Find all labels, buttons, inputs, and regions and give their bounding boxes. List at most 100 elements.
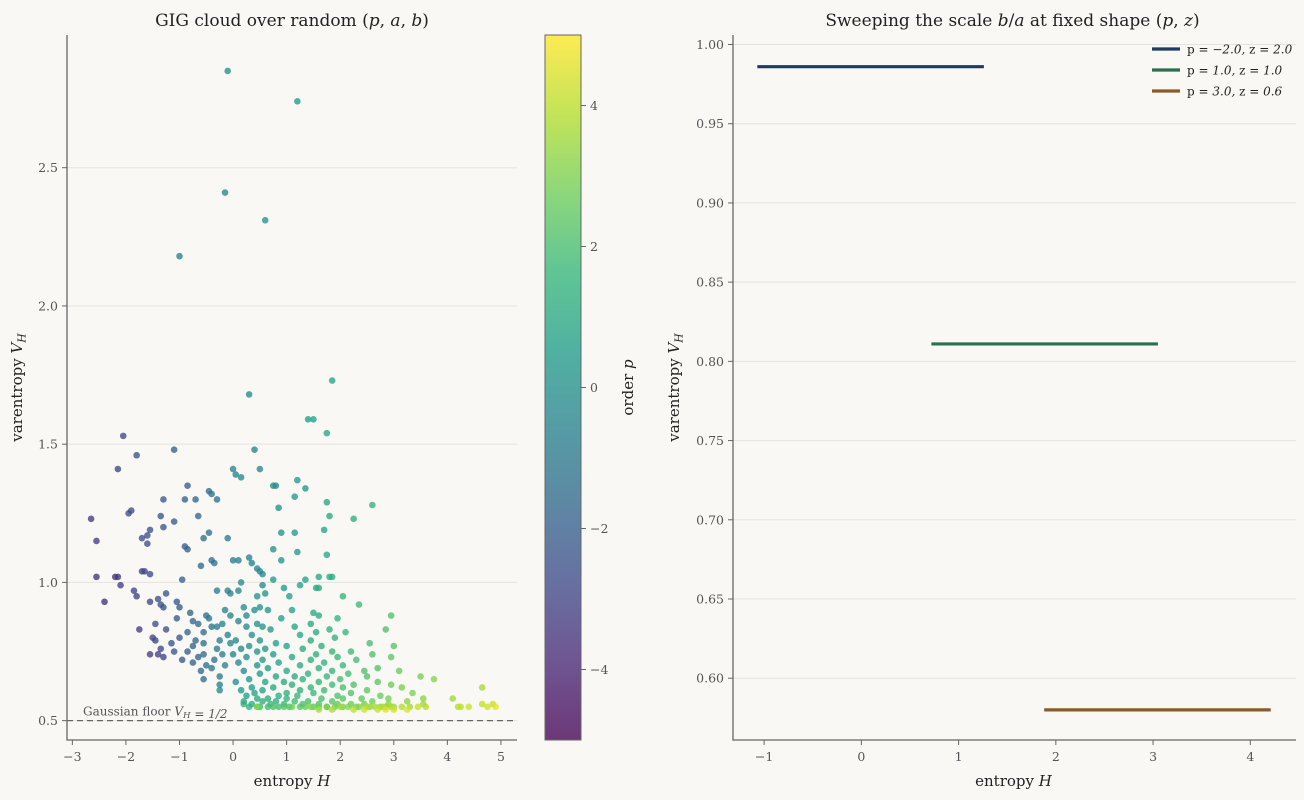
sweep-panel: −1 0 1 2 3 4 0.60 0.65 0.70 0.75 0.80 0.85 0.90 0.95… bbox=[665, 11, 1296, 790]
colorbar-gradient bbox=[544, 34, 582, 741]
scatter-point bbox=[272, 673, 280, 680]
scatter-point bbox=[184, 482, 191, 489]
scatter-point bbox=[369, 697, 376, 705]
scatter-point bbox=[162, 590, 170, 597]
scatter-point bbox=[328, 648, 336, 655]
scatter-point bbox=[374, 664, 382, 672]
scatter-point bbox=[253, 592, 261, 600]
scatter-point bbox=[141, 568, 148, 575]
scatter-x-tick-label: 5 bbox=[497, 749, 505, 764]
scatter-point bbox=[267, 626, 274, 633]
scatter-point bbox=[302, 703, 309, 711]
scatter-point bbox=[277, 529, 285, 536]
colorbar-ticks: −4 −2 0 2 4 bbox=[581, 98, 608, 677]
scatter-point bbox=[211, 656, 218, 664]
scatter-point bbox=[259, 686, 266, 694]
scatter-x-tick-label: −3 bbox=[63, 749, 81, 764]
scatter-point bbox=[243, 623, 250, 630]
scatter-point bbox=[312, 628, 320, 636]
scatter-point bbox=[350, 681, 357, 689]
scatter-point bbox=[245, 391, 253, 398]
colorbar-tick-label: 2 bbox=[590, 239, 598, 254]
scatter-point bbox=[296, 662, 304, 669]
scatter-point bbox=[277, 615, 285, 622]
sweep-x-tick-label: 2 bbox=[1052, 749, 1060, 764]
scatter-point bbox=[269, 650, 277, 658]
scatter-point bbox=[248, 559, 256, 567]
scatter-point bbox=[168, 639, 175, 647]
scatter-point bbox=[286, 592, 293, 600]
scatter-point bbox=[320, 686, 328, 694]
scatter-point bbox=[323, 673, 331, 680]
scatter-point bbox=[200, 650, 207, 658]
scatter-point bbox=[291, 529, 298, 536]
scatter-point bbox=[334, 692, 341, 700]
scatter-x-tick-label: −1 bbox=[170, 749, 188, 764]
scatter-point bbox=[315, 678, 323, 686]
scatter-point bbox=[232, 678, 240, 686]
scatter-point bbox=[328, 697, 336, 705]
scatter-point bbox=[197, 667, 205, 675]
scatter-point bbox=[358, 695, 365, 702]
scatter-point bbox=[283, 695, 290, 702]
scatter-point bbox=[328, 681, 336, 689]
scatter-point bbox=[492, 703, 499, 711]
scatter-point bbox=[355, 601, 363, 608]
sweep-title: Sweeping the scale b/a at fixed shape (p… bbox=[825, 11, 1199, 31]
scatter-point bbox=[256, 637, 264, 644]
sweep-y-tick-label: 0.70 bbox=[696, 512, 724, 527]
scatter-point bbox=[377, 692, 384, 700]
sweep-y-tick-label: 0.60 bbox=[696, 671, 724, 686]
scatter-point bbox=[478, 700, 486, 708]
scatter-point bbox=[200, 675, 207, 683]
scatter-point bbox=[162, 626, 170, 633]
scatter-point bbox=[259, 656, 266, 664]
scatter-point bbox=[216, 681, 223, 689]
scatter-point bbox=[146, 650, 154, 658]
scatter-point bbox=[261, 678, 269, 686]
scatter-point bbox=[449, 695, 457, 702]
scatter-point bbox=[251, 689, 258, 697]
scatter-point bbox=[200, 639, 207, 647]
scatter-point bbox=[299, 675, 307, 683]
scatter-point bbox=[339, 662, 347, 669]
legend-entry: p = −2.0, z = 2.0 bbox=[1187, 43, 1293, 57]
scatter-point bbox=[347, 689, 355, 697]
scatter-point bbox=[398, 703, 406, 711]
scatter-point bbox=[430, 675, 438, 683]
scatter-point bbox=[160, 496, 167, 503]
scatter-point bbox=[194, 512, 202, 520]
scatter-point bbox=[275, 659, 282, 666]
scatter-point bbox=[307, 703, 315, 711]
scatter-point bbox=[189, 617, 197, 625]
sweep-y-tick-label: 0.95 bbox=[696, 116, 724, 131]
scatter-point bbox=[280, 703, 288, 711]
scatter-point bbox=[216, 673, 223, 680]
scatter-point bbox=[101, 598, 108, 606]
scatter-point bbox=[205, 615, 213, 622]
scatter-point bbox=[398, 684, 406, 691]
scatter-point bbox=[245, 554, 253, 561]
scatter-point bbox=[275, 692, 282, 700]
scatter-point bbox=[245, 675, 253, 683]
scatter-point bbox=[310, 415, 317, 423]
scatter-point bbox=[256, 465, 264, 473]
scatter-point bbox=[382, 706, 390, 713]
scatter-point bbox=[315, 612, 323, 619]
scatter-point bbox=[133, 592, 140, 600]
scatter-point bbox=[157, 645, 165, 653]
scatter-point bbox=[235, 659, 242, 666]
scatter-point bbox=[219, 650, 226, 658]
scatter-x-tick-label: −2 bbox=[117, 749, 135, 764]
scatter-point bbox=[253, 620, 261, 628]
sweep-y-label: varentropy VH bbox=[665, 333, 685, 443]
sweep-gridlines bbox=[733, 44, 1296, 679]
scatter-point bbox=[152, 637, 159, 644]
scatter-point bbox=[269, 576, 277, 583]
scatter-point bbox=[176, 634, 183, 642]
sweep-x-tick-label: 4 bbox=[1246, 749, 1254, 764]
scatter-point bbox=[160, 603, 167, 611]
scatter-point bbox=[154, 595, 162, 603]
scatter-point bbox=[229, 465, 237, 473]
scatter-y-tick-label: 2.5 bbox=[38, 160, 58, 175]
